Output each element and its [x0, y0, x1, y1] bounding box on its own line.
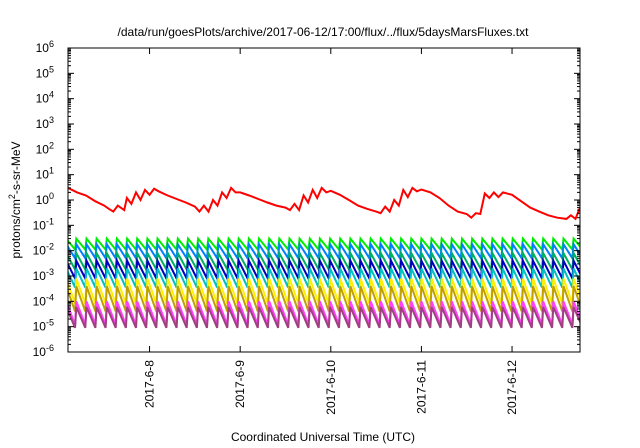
x-tick-label: 2017-6-8 — [143, 360, 157, 408]
series-line-6 — [68, 285, 580, 312]
y-tick-label: 100 — [36, 191, 54, 207]
y-tick-exponent: 5 — [49, 64, 54, 74]
series-line-7 — [68, 300, 580, 326]
y-tick-label: 10-2 — [33, 242, 54, 258]
x-tick-label: 2017-6-10 — [324, 360, 338, 415]
chart-title: /data/run/goesPlots/archive/2017-06-12/1… — [118, 25, 530, 39]
series-line-1 — [68, 241, 580, 262]
x-axis-label: Coordinated Universal Time (UTC) — [231, 430, 415, 444]
series-line-8 — [68, 306, 580, 329]
y-tick-label: 105 — [36, 64, 54, 80]
plot-area — [67, 47, 581, 353]
y-tick-exponent: 3 — [49, 115, 54, 125]
y-tick-exponent: 0 — [49, 191, 54, 201]
y-tick-label: 10-1 — [33, 216, 54, 232]
y-tick-label: 104 — [36, 90, 54, 106]
y-tick-label: 10-3 — [33, 267, 54, 283]
y-tick-label: 103 — [36, 115, 54, 131]
y-tick-exponent: -6 — [46, 343, 54, 353]
y-tick-exponent: -5 — [46, 318, 54, 328]
series-line-4 — [68, 267, 580, 289]
y-tick-label: 101 — [36, 166, 54, 182]
series-line-red — [68, 186, 580, 221]
y-tick-label: 10-4 — [33, 292, 54, 308]
series-line-3 — [68, 256, 580, 283]
y-tick-label: 102 — [36, 140, 54, 156]
series-line-2 — [68, 249, 580, 273]
series-line-5 — [68, 278, 580, 305]
y-axis-label: protons/cm2-s-sr-MeV — [7, 141, 23, 258]
y-tick-exponent: -4 — [46, 292, 54, 302]
y-tick-exponent: 1 — [49, 166, 54, 176]
y-tick-exponent: 2 — [49, 140, 54, 150]
y-tick-exponent: 6 — [49, 39, 54, 49]
y-tick-exponent: -3 — [46, 267, 54, 277]
x-tick-label: 2017-6-12 — [505, 360, 519, 415]
y-tick-exponent: -1 — [46, 216, 54, 226]
y-tick-label: 10-5 — [33, 318, 54, 334]
y-tick-exponent: -2 — [46, 242, 54, 252]
x-tick-label: 2017-6-11 — [414, 360, 428, 414]
x-tick-label: 2017-6-9 — [233, 360, 247, 408]
y-tick-label: 10-6 — [33, 343, 54, 359]
y-tick-exponent: 4 — [49, 90, 54, 100]
y-tick-label: 106 — [36, 39, 54, 55]
x-axis: 2017-6-8 2017-6-9 2017-6-10 2017-6-11 2017-6… — [143, 48, 519, 415]
series-line-0 — [68, 236, 580, 253]
